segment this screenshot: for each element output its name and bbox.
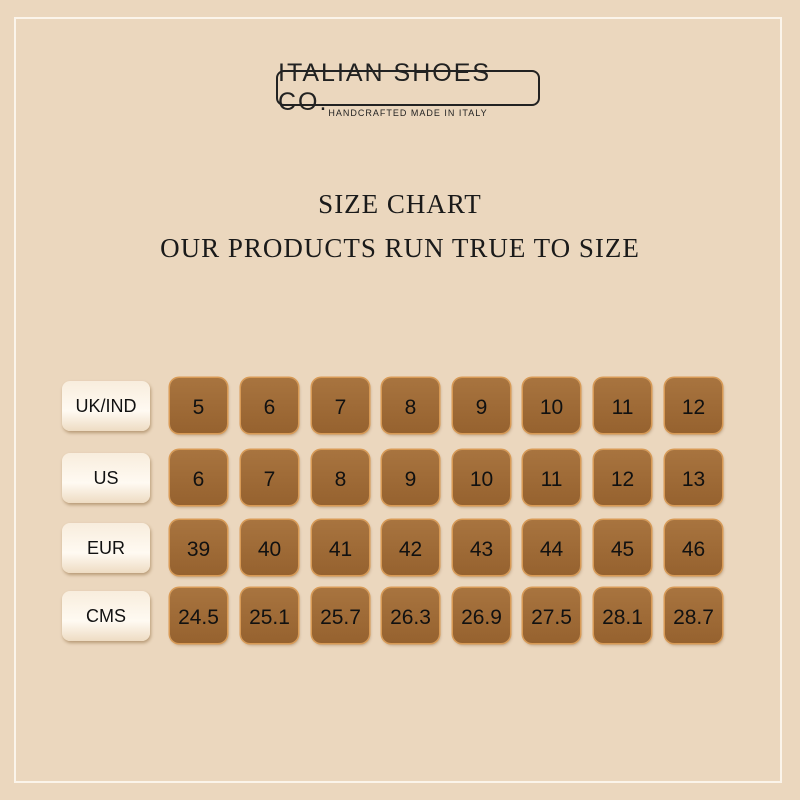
size-cell: 10: [523, 378, 580, 433]
size-cell: 10: [453, 450, 510, 505]
size-cell: 9: [382, 450, 439, 505]
size-cell: 40: [241, 520, 298, 575]
size-cell: 8: [382, 378, 439, 433]
size-cell: 7: [312, 378, 369, 433]
brand-logo: ITALIAN SHOES CO.: [276, 59, 540, 116]
size-cell: 28.7: [665, 588, 722, 643]
size-cell: 11: [594, 378, 651, 433]
page-frame: [14, 17, 782, 783]
size-cell: 43: [453, 520, 510, 575]
brand-tagline: HANDCRAFTED MADE IN ITALY: [328, 108, 488, 118]
row-label: EUR: [62, 523, 150, 573]
size-cell: 12: [594, 450, 651, 505]
size-cell: 24.5: [170, 588, 227, 643]
size-cell: 28.1: [594, 588, 651, 643]
size-cell: 25.1: [241, 588, 298, 643]
size-cell: 46: [665, 520, 722, 575]
brand-name: ITALIAN SHOES CO.: [278, 59, 492, 116]
size-cell: 27.5: [523, 588, 580, 643]
row-label: UK/IND: [62, 381, 150, 431]
page-title: SIZE CHART: [318, 189, 482, 219]
page-subtitle: OUR PRODUCTS RUN TRUE TO SIZE: [160, 233, 640, 263]
row-label: CMS: [62, 591, 150, 641]
row-label: US: [62, 453, 150, 503]
size-cell: 5: [170, 378, 227, 433]
size-cell: 44: [523, 520, 580, 575]
size-cell: 13: [665, 450, 722, 505]
size-cell: 26.3: [382, 588, 439, 643]
size-cell: 42: [382, 520, 439, 575]
size-cell: 25.7: [312, 588, 369, 643]
size-cell: 9: [453, 378, 510, 433]
size-cell: 39: [170, 520, 227, 575]
size-cell: 26.9: [453, 588, 510, 643]
size-cell: 7: [241, 450, 298, 505]
size-cell: 8: [312, 450, 369, 505]
size-cell: 6: [170, 450, 227, 505]
size-cell: 41: [312, 520, 369, 575]
size-cell: 12: [665, 378, 722, 433]
size-cell: 45: [594, 520, 651, 575]
size-cell: 11: [523, 450, 580, 505]
size-cell: 6: [241, 378, 298, 433]
